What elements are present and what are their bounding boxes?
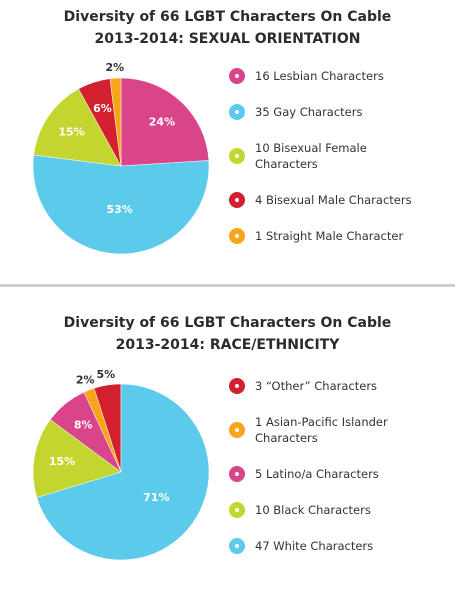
legend-label: 35 Gay Characters bbox=[255, 105, 363, 119]
slice-label: 15% bbox=[58, 125, 84, 138]
slice-label: 8% bbox=[74, 419, 93, 432]
pie-slice bbox=[120, 77, 210, 167]
legend-label: 1 Straight Male Character bbox=[255, 229, 404, 243]
legend-swatch bbox=[229, 228, 245, 244]
legend-entry: 1 Asian-Pacific Islander Characters bbox=[229, 414, 429, 446]
legend-entry: 16 Lesbian Characters bbox=[229, 68, 429, 84]
legend-label: 10 Bisexual Female Characters bbox=[255, 141, 367, 171]
legend-label: 1 Asian-Pacific Islander Characters bbox=[255, 415, 388, 445]
legend-label: 10 Black Characters bbox=[255, 503, 371, 517]
legend-swatch bbox=[229, 68, 245, 84]
pie-slice bbox=[36, 383, 210, 561]
divider bbox=[0, 284, 455, 287]
slice-label: 2% bbox=[76, 374, 95, 387]
legend-swatch bbox=[229, 502, 245, 518]
legend-label: 47 White Characters bbox=[255, 539, 374, 553]
legend-entry: 1 Straight Male Character bbox=[229, 228, 429, 244]
pie-slice bbox=[33, 88, 122, 167]
legend-entry: 10 Black Characters bbox=[229, 502, 429, 518]
legend-entry: 5 Latino/a Characters bbox=[229, 466, 429, 482]
legend-swatch bbox=[229, 148, 245, 164]
chart-title: Diversity of 66 LGBT Characters On Cable bbox=[63, 315, 392, 331]
legend-swatch bbox=[229, 466, 245, 482]
slice-label: 6% bbox=[93, 102, 112, 115]
legend-label: 4 Bisexual Male Characters bbox=[255, 193, 412, 207]
pie-slice bbox=[32, 154, 210, 255]
chart-subtitle: 2013-2014: SEXUAL ORIENTATION bbox=[94, 31, 361, 47]
legend-entry: 4 Bisexual Male Characters bbox=[229, 192, 429, 208]
legend-entry: 10 Bisexual Female Characters bbox=[229, 140, 429, 172]
legend-label: 3 “Other” Characters bbox=[255, 379, 378, 393]
legend-entry: 47 White Characters bbox=[229, 538, 429, 554]
slice-label: 24% bbox=[149, 115, 175, 128]
legend-label: 5 Latino/a Characters bbox=[255, 467, 379, 481]
legend: 16 Lesbian Characters 35 Gay Characters 10… bbox=[229, 68, 429, 244]
legend-swatch bbox=[229, 538, 245, 554]
slice-label: 2% bbox=[106, 61, 125, 74]
legend-swatch bbox=[229, 378, 245, 394]
slice-label: 15% bbox=[49, 455, 75, 468]
chart-subtitle: 2013-2014: RACE/ETHNICITY bbox=[115, 337, 340, 353]
pie-slice bbox=[32, 419, 122, 498]
legend-entry: 3 “Other” Characters bbox=[229, 378, 429, 394]
legend-swatch bbox=[229, 104, 245, 120]
legend-entry: 35 Gay Characters bbox=[229, 104, 429, 120]
legend-swatch bbox=[229, 422, 245, 438]
slice-label: 71% bbox=[143, 491, 169, 504]
legend-swatch bbox=[229, 192, 245, 208]
legend: 3 “Other” Characters 1 Asian-Pacific Isla… bbox=[229, 378, 429, 554]
slice-label: 5% bbox=[96, 368, 115, 381]
slice-label: 53% bbox=[106, 203, 132, 216]
pie-slice bbox=[109, 77, 122, 167]
chart-title: Diversity of 66 LGBT Characters On Cable bbox=[63, 9, 392, 25]
legend-label: 16 Lesbian Characters bbox=[255, 69, 384, 83]
